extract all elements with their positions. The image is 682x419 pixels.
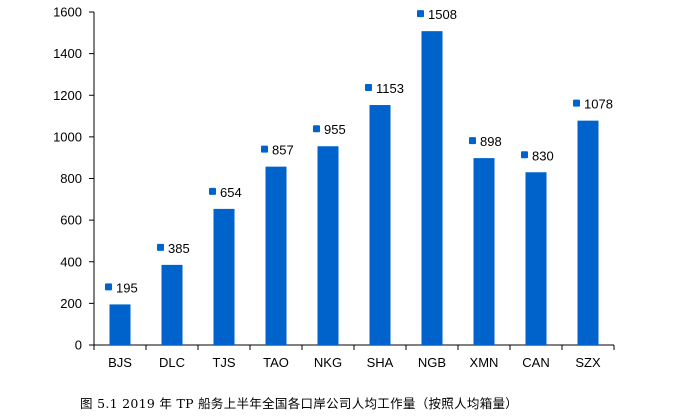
x-tick-label: DLC: [159, 355, 185, 370]
y-tick-label: 1600: [53, 5, 82, 20]
data-label-marker: [209, 187, 216, 195]
data-label: 830: [532, 148, 554, 163]
figure-caption: 图 5.1 2019 年 TP 船务上半年全国各口岸公司人均工作量（按照人均箱量…: [80, 396, 519, 411]
data-label: 1153: [376, 81, 404, 96]
x-tick-label: SHA: [367, 355, 394, 370]
data-label-marker: [261, 145, 268, 153]
bar: [317, 146, 339, 345]
y-tick-label: 1200: [53, 88, 82, 103]
data-label-marker: [157, 243, 164, 251]
bar: [473, 158, 495, 345]
bar: [421, 31, 443, 346]
data-label-marker: [365, 84, 372, 92]
x-tick-label: SZX: [575, 355, 601, 370]
y-tick-label: 800: [60, 171, 82, 186]
data-label: 955: [324, 122, 346, 137]
y-tick-label: 1400: [53, 46, 82, 61]
x-axis: BJS DLC TJS TAO NKG SHA NGB XMN CAN SZX: [93, 344, 615, 370]
data-label: 1508: [428, 7, 457, 22]
data-label: 195: [116, 280, 138, 295]
y-axis: 0 200 400 600 800 1000 1200 1400 1600: [53, 5, 95, 353]
data-label: 385: [168, 241, 190, 256]
x-tick-label: TAO: [263, 355, 289, 370]
x-tick-label: TJS: [212, 355, 235, 370]
y-tick-label: 200: [60, 296, 82, 311]
y-tick-label: 600: [60, 213, 82, 228]
x-tick-label: BJS: [108, 355, 132, 370]
data-label-marker: [105, 283, 112, 291]
x-tick-label: XMN: [470, 355, 499, 370]
bars: [109, 31, 599, 346]
data-label-marker: [469, 137, 476, 145]
bar: [525, 172, 547, 345]
data-label-marker: [521, 151, 528, 159]
x-tick-label: NKG: [314, 355, 342, 370]
data-label: 1078: [584, 97, 613, 112]
bar: [577, 120, 599, 345]
y-tick-label: 0: [75, 338, 82, 353]
data-label-marker: [313, 125, 320, 133]
y-tick-label: 400: [60, 254, 82, 269]
bar: [213, 208, 235, 345]
bar: [161, 264, 183, 345]
data-label-marker: [573, 99, 580, 107]
data-label: 654: [220, 185, 242, 200]
data-label: 857: [272, 143, 294, 158]
x-tick-label: CAN: [522, 355, 549, 370]
y-tick-label: 1000: [53, 129, 82, 144]
data-label-marker: [417, 10, 424, 18]
bar: [369, 105, 391, 345]
data-label: 898: [480, 134, 502, 149]
x-tick-label: NGB: [418, 355, 446, 370]
data-labels: 195 385 654 857 955 1153 1508 898 830 1078: [105, 7, 613, 295]
bar: [109, 304, 131, 345]
bar: [265, 166, 287, 345]
